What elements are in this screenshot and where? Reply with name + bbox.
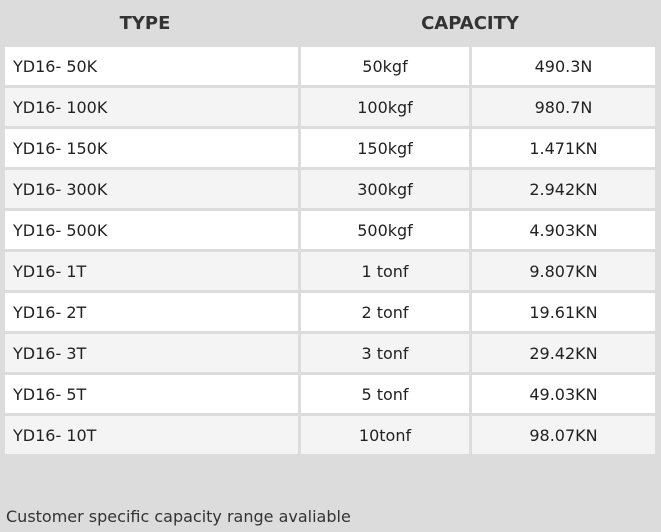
table-row: YD16- 5T 5 tonf 49.03KN bbox=[5, 375, 655, 413]
force-cell: 1.471KN bbox=[472, 129, 655, 167]
force-cell: 980.7N bbox=[472, 88, 655, 126]
capacity-cell: 10tonf bbox=[301, 416, 469, 454]
table-row: YD16- 1T 1 tonf 9.807KN bbox=[5, 252, 655, 290]
table-row: YD16- 300K 300kgf 2.942KN bbox=[5, 170, 655, 208]
force-cell: 2.942KN bbox=[472, 170, 655, 208]
force-cell: 490.3N bbox=[472, 47, 655, 85]
table-row: YD16- 500K 500kgf 4.903KN bbox=[5, 211, 655, 249]
capacity-cell: 50kgf bbox=[301, 47, 469, 85]
type-cell: YD16- 3T bbox=[5, 334, 298, 372]
capacity-cell: 300kgf bbox=[301, 170, 469, 208]
table-row: YD16- 100K 100kgf 980.7N bbox=[5, 88, 655, 126]
type-cell: YD16- 300K bbox=[5, 170, 298, 208]
table-row: YD16- 3T 3 tonf 29.42KN bbox=[5, 334, 655, 372]
capacity-cell: 5 tonf bbox=[301, 375, 469, 413]
capacity-cell: 100kgf bbox=[301, 88, 469, 126]
capacity-cell: 500kgf bbox=[301, 211, 469, 249]
force-cell: 19.61KN bbox=[472, 293, 655, 331]
table-header: TYPE CAPACITY bbox=[0, 0, 661, 46]
force-cell: 98.07KN bbox=[472, 416, 655, 454]
type-cell: YD16- 150K bbox=[5, 129, 298, 167]
type-cell: YD16- 500K bbox=[5, 211, 298, 249]
capacity-cell: 150kgf bbox=[301, 129, 469, 167]
table-row: YD16- 150K 150kgf 1.471KN bbox=[5, 129, 655, 167]
type-cell: YD16- 10T bbox=[5, 416, 298, 454]
capacity-table: YD16- 50K 50kgf 490.3N YD16- 100K 100kgf 980.… bbox=[2, 44, 658, 457]
type-cell: YD16- 100K bbox=[5, 88, 298, 126]
force-cell: 9.807KN bbox=[472, 252, 655, 290]
force-cell: 4.903KN bbox=[472, 211, 655, 249]
type-cell: YD16- 50K bbox=[5, 47, 298, 85]
table-row: YD16- 10T 10tonf 98.07KN bbox=[5, 416, 655, 454]
force-cell: 29.42KN bbox=[472, 334, 655, 372]
footer-note: Customer specific capacity range avaliab… bbox=[6, 507, 351, 526]
table-row: YD16- 50K 50kgf 490.3N bbox=[5, 47, 655, 85]
force-cell: 49.03KN bbox=[472, 375, 655, 413]
header-type: TYPE bbox=[119, 12, 171, 34]
type-cell: YD16- 5T bbox=[5, 375, 298, 413]
capacity-cell: 1 tonf bbox=[301, 252, 469, 290]
header-capacity: CAPACITY bbox=[421, 12, 519, 34]
table-row: YD16- 2T 2 tonf 19.61KN bbox=[5, 293, 655, 331]
type-cell: YD16- 1T bbox=[5, 252, 298, 290]
capacity-cell: 3 tonf bbox=[301, 334, 469, 372]
capacity-cell: 2 tonf bbox=[301, 293, 469, 331]
type-cell: YD16- 2T bbox=[5, 293, 298, 331]
